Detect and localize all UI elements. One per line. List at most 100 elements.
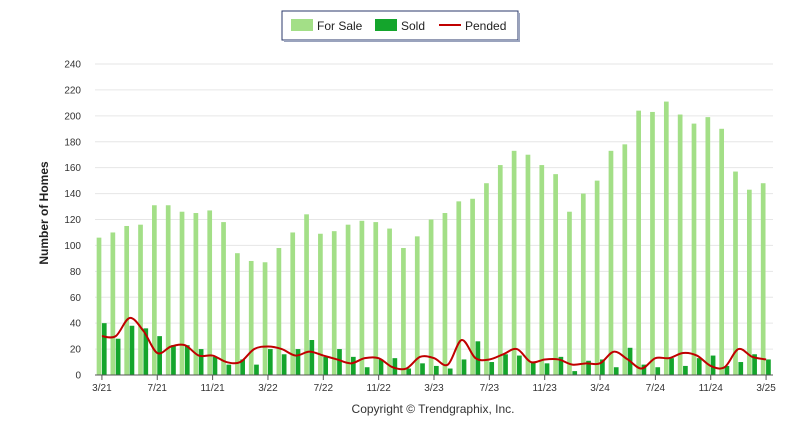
bar-for-sale <box>705 117 711 375</box>
bar-for-sale <box>152 205 157 375</box>
x-tick-label: 3/21 <box>92 383 112 394</box>
bar-for-sale <box>165 205 171 375</box>
x-tick-label: 7/21 <box>148 383 168 394</box>
bar-sold <box>212 356 218 375</box>
bar-for-sale <box>331 231 337 375</box>
bar-for-sale <box>318 233 323 375</box>
x-tick-label: 11/21 <box>200 383 225 394</box>
bar-for-sale <box>608 150 614 375</box>
bar-sold <box>447 368 453 375</box>
bar-for-sale <box>124 225 130 375</box>
y-tick-label: 0 <box>75 371 81 382</box>
bar-sold <box>115 338 121 375</box>
bar-for-sale <box>663 101 669 375</box>
legend-item-pended[interactable]: Pended <box>439 19 506 33</box>
legend-label-for-sale: For Sale <box>317 19 363 33</box>
bar-sold <box>420 363 425 375</box>
y-tick-label: 100 <box>64 241 81 252</box>
y-tick-label: 200 <box>64 111 81 122</box>
bar-for-sale <box>110 232 116 375</box>
bar-for-sale <box>553 174 558 375</box>
bar-sold <box>254 364 259 375</box>
bar-for-sale <box>179 211 185 375</box>
legend-swatch-for-sale <box>291 19 313 31</box>
legend: For Sale Sold Pended <box>281 10 520 42</box>
bar-sold <box>503 354 508 375</box>
x-tick-label: 3/24 <box>590 383 610 394</box>
bar-for-sale <box>428 219 434 375</box>
pended-line <box>101 316 767 371</box>
x-tick-label: 11/23 <box>533 383 558 394</box>
y-tick-label: 40 <box>70 319 82 330</box>
y-tick-label: 220 <box>64 85 81 96</box>
legend-swatch-sold <box>375 19 397 31</box>
bar-sold <box>530 362 536 375</box>
bar-sold <box>171 345 176 375</box>
bar-for-sale <box>304 214 309 375</box>
bar-for-sale <box>497 165 503 375</box>
bar-sold <box>323 356 329 375</box>
bar-for-sale <box>691 123 697 375</box>
bar-sold <box>517 355 522 375</box>
bar-for-sale <box>401 248 406 375</box>
x-tick-label: 3/25 <box>756 383 776 394</box>
bar-for-sale <box>442 213 448 375</box>
bar-sold <box>600 359 605 375</box>
bar-sold <box>129 325 135 375</box>
bar-sold <box>143 328 149 375</box>
bar-sold <box>392 358 398 375</box>
bar-sold <box>364 367 370 375</box>
bar-sold <box>683 365 688 375</box>
bar-sold <box>669 358 674 375</box>
x-tick-label: 7/23 <box>480 383 500 394</box>
bar-for-sale <box>511 150 517 375</box>
bar-sold <box>226 364 232 375</box>
bar-sold <box>766 359 771 375</box>
y-tick-label: 140 <box>64 189 81 200</box>
bar-sold <box>544 363 550 375</box>
bar-for-sale <box>345 224 351 375</box>
legend-item-sold[interactable]: Sold <box>375 19 425 33</box>
x-tick-label: 7/22 <box>314 383 334 394</box>
bar-sold <box>641 364 647 375</box>
y-tick-label: 80 <box>70 267 82 278</box>
bar-sold <box>489 362 495 375</box>
bar-for-sale <box>719 128 725 375</box>
bar-for-sale <box>650 111 655 375</box>
bar-sold <box>586 360 591 375</box>
legend-frame-shadow <box>518 13 520 42</box>
pended-line-layer <box>101 316 767 371</box>
bar-sold <box>281 354 287 375</box>
bar-for-sale <box>539 165 545 375</box>
x-axis-ticks: 3/21 7/21 11/21 3/22 7/22 11/22 3/23 7/23 11/23 3… <box>92 375 776 394</box>
bar-for-sale <box>677 114 683 375</box>
bar-for-sale <box>580 193 586 375</box>
bar-for-sale <box>760 183 766 375</box>
legend-frame-shadow-bottom <box>284 40 520 42</box>
y-axis-title: Number of Homes <box>37 161 51 265</box>
x-tick-label: 3/23 <box>424 383 444 394</box>
bar-sold <box>295 349 301 375</box>
x-tick-label: 3/22 <box>258 383 278 394</box>
bar-sold <box>309 340 315 375</box>
bars <box>96 101 771 376</box>
bar-for-sale <box>193 213 199 375</box>
y-tick-label: 160 <box>64 163 81 174</box>
bar-sold <box>752 354 757 375</box>
bar-for-sale <box>594 180 600 376</box>
bar-sold <box>378 359 384 375</box>
bar-sold <box>406 368 412 375</box>
bar-for-sale <box>207 210 213 375</box>
bar-sold <box>572 371 578 375</box>
bar-sold <box>655 367 661 375</box>
legend-label-sold: Sold <box>401 19 425 33</box>
bar-sold <box>198 349 204 375</box>
bar-for-sale <box>414 236 420 375</box>
legend-item-for-sale[interactable]: For Sale <box>291 19 363 33</box>
bar-for-sale <box>221 222 226 375</box>
bar-sold <box>696 358 702 375</box>
bar-sold <box>337 349 342 375</box>
bar-for-sale <box>733 171 738 375</box>
bar-sold <box>475 341 481 375</box>
bar-sold <box>710 355 716 375</box>
